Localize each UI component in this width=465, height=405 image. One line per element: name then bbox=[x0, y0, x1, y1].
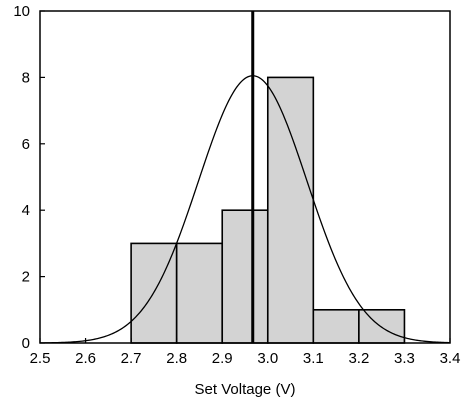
histogram-bar-3 bbox=[221, 209, 269, 344]
histogram-bar-2 bbox=[175, 242, 224, 344]
y-tick-label: 10 bbox=[13, 3, 30, 20]
x-tick-label: 2.8 bbox=[166, 350, 187, 367]
x-tick-label: 2.6 bbox=[75, 350, 96, 367]
x-tick-label: 3.4 bbox=[440, 350, 461, 367]
x-axis-title: Set Voltage (V) bbox=[195, 381, 296, 398]
histogram-bar-5 bbox=[312, 308, 360, 344]
y-tick-label: 2 bbox=[22, 269, 30, 286]
x-tick-label: 3.2 bbox=[348, 350, 369, 367]
ticks-layer: 2.5 2.6 2.7 2.8 2.9 3.0 3.1 3.2 3.3 3.4 0 2 4 6 8 10 bbox=[13, 3, 460, 367]
x-tick-label: 2.5 bbox=[30, 350, 51, 367]
plot-frame bbox=[39, 10, 451, 344]
histogram-bar-4 bbox=[266, 76, 315, 344]
normal-fit-curve bbox=[39, 75, 451, 344]
x-tick-label: 3.3 bbox=[394, 350, 415, 367]
x-tick-label: 3.0 bbox=[257, 350, 278, 367]
y-tick-label: 0 bbox=[22, 335, 30, 352]
bars-layer bbox=[130, 76, 406, 344]
x-tick-label: 3.1 bbox=[303, 350, 324, 367]
x-tick-label: 2.7 bbox=[121, 350, 142, 367]
y-tick-label: 6 bbox=[22, 136, 30, 153]
y-tick-label: 8 bbox=[22, 69, 30, 86]
y-tick-label: 4 bbox=[22, 202, 30, 219]
x-tick-label: 2.9 bbox=[212, 350, 233, 367]
